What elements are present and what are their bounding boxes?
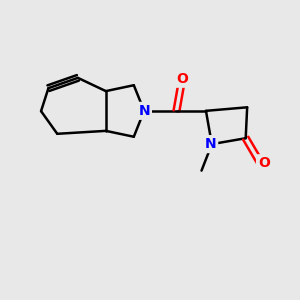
Text: N: N bbox=[138, 104, 150, 118]
Text: N: N bbox=[205, 137, 216, 151]
Text: O: O bbox=[176, 72, 188, 86]
Text: O: O bbox=[258, 156, 270, 170]
